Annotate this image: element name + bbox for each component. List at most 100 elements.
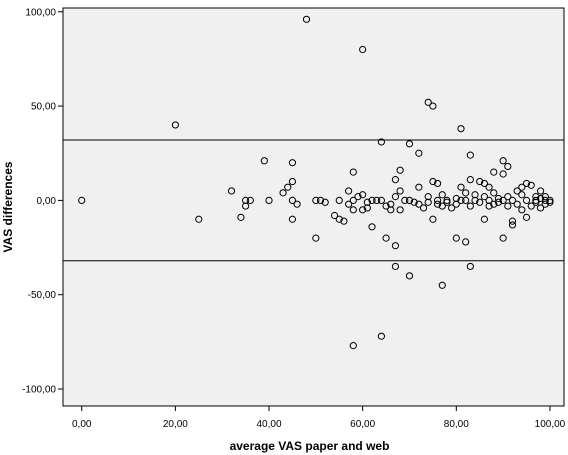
data-point [443, 196, 451, 204]
data-point [242, 202, 250, 210]
data-point [480, 179, 489, 188]
data-point [424, 98, 432, 106]
data-point [288, 196, 297, 204]
data-point [335, 215, 343, 223]
data-point [532, 198, 540, 206]
data-point [518, 206, 526, 214]
data-point [265, 196, 273, 204]
data-point [429, 177, 437, 186]
data-point [490, 189, 498, 197]
data-point [345, 200, 353, 208]
y-tick-label: -50,00 [28, 290, 57, 301]
x-tick-label: 100,00 [535, 419, 566, 430]
data-point [433, 196, 442, 204]
data-point [532, 193, 540, 201]
data-point [471, 196, 479, 204]
data-point [457, 196, 465, 204]
data-point [396, 166, 404, 174]
y-tick-label: 100,00 [25, 7, 56, 18]
data-point [541, 193, 549, 201]
data-point [466, 262, 474, 271]
data-point [457, 125, 465, 133]
data-point [349, 196, 357, 204]
data-point [359, 206, 367, 214]
data-point [471, 191, 479, 199]
data-point [312, 196, 320, 204]
data-points [78, 15, 554, 350]
data-point [508, 217, 517, 225]
data-point [419, 204, 428, 212]
data-point [541, 196, 549, 204]
data-point [316, 196, 325, 204]
data-point [480, 193, 489, 201]
x-tick-label: 80,00 [444, 419, 469, 430]
data-point [518, 191, 526, 199]
data-point [424, 193, 432, 201]
data-point [284, 183, 292, 191]
data-point [518, 183, 526, 191]
data-point [541, 200, 549, 208]
data-point [480, 215, 489, 223]
data-point [438, 191, 446, 199]
reference-lines [63, 139, 564, 262]
data-point [527, 202, 535, 210]
data-point [237, 213, 245, 221]
data-point [415, 200, 423, 208]
data-point [405, 140, 414, 148]
data-point [466, 151, 474, 159]
data-point [499, 157, 507, 165]
y-tick-label: 50,00 [31, 102, 56, 113]
data-point [536, 187, 545, 195]
data-point [335, 196, 343, 204]
data-point [349, 168, 357, 176]
data-point [368, 223, 376, 231]
data-point [457, 183, 465, 191]
data-point [466, 176, 474, 184]
data-point [227, 187, 236, 195]
data-point [359, 45, 367, 54]
data-point [433, 179, 442, 188]
data-point [485, 183, 493, 191]
data-point [391, 193, 400, 201]
data-point [433, 200, 442, 208]
data-point [522, 179, 531, 188]
data-point [359, 191, 367, 199]
data-point [410, 198, 418, 206]
data-point [363, 198, 371, 206]
data-point [452, 194, 460, 203]
data-point [391, 242, 400, 250]
data-point [78, 196, 86, 204]
data-point [504, 193, 512, 201]
data-point [246, 196, 254, 204]
data-point [279, 189, 287, 197]
data-point [345, 187, 353, 195]
data-point [330, 211, 339, 220]
data-point [476, 177, 484, 186]
data-point [508, 221, 517, 229]
y-tick-label: -100,00 [22, 385, 56, 396]
data-point [536, 204, 545, 212]
data-point [293, 200, 301, 208]
data-point [377, 196, 385, 204]
data-point [195, 215, 203, 223]
data-point [476, 198, 484, 206]
data-point [405, 272, 414, 280]
data-point [302, 15, 311, 23]
data-point [466, 202, 474, 210]
data-point [387, 206, 395, 214]
data-point [504, 162, 512, 171]
x-axis-ticks: 0,00 20,00 40,00 60,00 80,00 100,00 [72, 406, 566, 430]
data-point [373, 196, 381, 204]
data-point [429, 102, 437, 110]
data-point [260, 157, 268, 165]
data-point [415, 183, 423, 191]
data-point [424, 198, 432, 206]
data-point [462, 238, 470, 246]
data-point [438, 202, 446, 210]
data-point [321, 198, 329, 206]
data-point [536, 194, 545, 203]
x-tick-label: 20,00 [163, 419, 188, 430]
data-point [462, 189, 470, 197]
data-point [546, 198, 554, 206]
data-point [513, 187, 521, 195]
